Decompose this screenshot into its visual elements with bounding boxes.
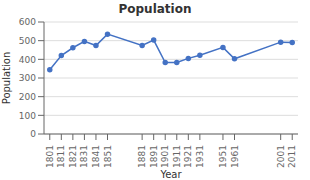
svg-text:Year: Year — [159, 169, 182, 180]
svg-text:1831: 1831 — [79, 145, 89, 168]
svg-text:1841: 1841 — [91, 145, 101, 168]
svg-text:0: 0 — [30, 129, 36, 139]
svg-text:1911: 1911 — [172, 145, 182, 168]
svg-text:1811: 1811 — [56, 145, 66, 168]
svg-text:1851: 1851 — [103, 145, 113, 168]
svg-text:600: 600 — [19, 18, 36, 27]
svg-text:Population: Population — [8, 52, 12, 105]
svg-text:2011: 2011 — [287, 145, 297, 168]
svg-text:1961: 1961 — [230, 145, 240, 168]
svg-text:200: 200 — [19, 92, 36, 102]
svg-text:1951: 1951 — [218, 145, 228, 168]
svg-text:1821: 1821 — [68, 145, 78, 168]
svg-text:1931: 1931 — [195, 145, 205, 168]
html-text:Population: Population — [118, 2, 192, 16]
svg-text:300: 300 — [19, 73, 36, 83]
svg-text:1921: 1921 — [183, 145, 193, 168]
svg-text:1901: 1901 — [160, 145, 170, 168]
svg-text:500: 500 — [19, 36, 36, 46]
svg-text:1881: 1881 — [137, 145, 147, 168]
svg-text:2001: 2001 — [276, 145, 286, 168]
svg-text:100: 100 — [19, 111, 36, 121]
svg-text:1891: 1891 — [149, 145, 159, 168]
svg-text:400: 400 — [19, 55, 36, 65]
svg-text:1801: 1801 — [45, 145, 55, 168]
